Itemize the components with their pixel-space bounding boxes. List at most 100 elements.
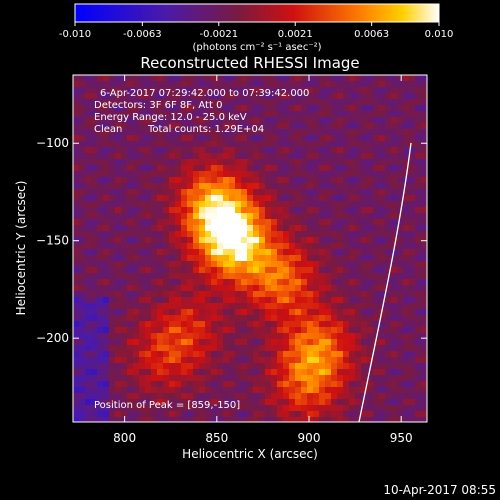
heatmap-cell (265, 81, 271, 87)
heatmap-cell (373, 399, 379, 405)
heatmap-cell (163, 315, 169, 321)
heatmap-cell (313, 141, 319, 147)
heatmap-cell (139, 177, 145, 183)
heatmap-cell (391, 411, 397, 417)
heatmap-cell (403, 111, 409, 117)
heatmap-cell (139, 261, 145, 267)
heatmap-cell (175, 153, 181, 159)
heatmap-cell (205, 81, 211, 87)
heatmap-cell (91, 177, 97, 183)
heatmap-cell (265, 93, 271, 99)
heatmap-cell (337, 321, 343, 327)
heatmap-cell (373, 141, 379, 147)
heatmap-cell (271, 93, 277, 99)
heatmap-cell (361, 183, 367, 189)
heatmap-cell (133, 75, 139, 81)
heatmap-cell (403, 105, 409, 111)
heatmap-cell (91, 375, 97, 381)
heatmap-cell (187, 369, 193, 375)
heatmap-cell (199, 135, 205, 141)
heatmap-cell (181, 117, 187, 123)
heatmap-cell (391, 363, 397, 369)
heatmap-cell (103, 327, 109, 333)
heatmap-cell (73, 207, 79, 213)
heatmap-cell (265, 195, 271, 201)
heatmap-cell (97, 297, 103, 303)
heatmap-cell (271, 273, 277, 279)
heatmap-cell (193, 201, 199, 207)
heatmap-cell (391, 99, 397, 105)
heatmap-cell (421, 135, 427, 141)
heatmap-cell (385, 291, 391, 297)
heatmap-cell (175, 387, 181, 393)
heatmap-cell (409, 291, 415, 297)
heatmap-cell (199, 75, 205, 81)
heatmap-cell (121, 411, 127, 417)
heatmap-cell (85, 231, 91, 237)
heatmap-cell (301, 195, 307, 201)
heatmap-cell (403, 327, 409, 333)
heatmap-cell (301, 375, 307, 381)
heatmap-cell (247, 231, 253, 237)
heatmap-cell (235, 363, 241, 369)
heatmap-cell (139, 219, 145, 225)
heatmap-cell (277, 363, 283, 369)
heatmap-cell (205, 393, 211, 399)
heatmap-cell (241, 135, 247, 141)
heatmap-cell (145, 291, 151, 297)
heatmap-cell (211, 321, 217, 327)
heatmap-cell (319, 171, 325, 177)
heatmap-cell (397, 327, 403, 333)
heatmap-cell (205, 291, 211, 297)
heatmap-cell (343, 159, 349, 165)
heatmap-cell (397, 159, 403, 165)
heatmap-cell (247, 309, 253, 315)
heatmap-cell (145, 417, 151, 422)
heatmap-cell (301, 171, 307, 177)
heatmap-cell (163, 261, 169, 267)
heatmap-cell (127, 135, 133, 141)
heatmap-cell (391, 267, 397, 273)
heatmap-cell (241, 363, 247, 369)
heatmap-cell (205, 93, 211, 99)
heatmap-cell (217, 249, 223, 255)
heatmap-cell (355, 309, 361, 315)
heatmap-cell (79, 243, 85, 249)
heatmap-cell (385, 315, 391, 321)
heatmap-cell (259, 201, 265, 207)
heatmap-cell (169, 285, 175, 291)
heatmap-cell (223, 261, 229, 267)
heatmap-cell (133, 261, 139, 267)
heatmap-cell (271, 357, 277, 363)
heatmap-cell (343, 375, 349, 381)
heatmap-cell (145, 333, 151, 339)
heatmap-cell (337, 129, 343, 135)
heatmap-cell (91, 285, 97, 291)
heatmap-cell (151, 243, 157, 249)
heatmap-cell (247, 297, 253, 303)
heatmap-cell (103, 273, 109, 279)
heatmap-cell (211, 243, 217, 249)
heatmap-cell (397, 369, 403, 375)
heatmap-cell (319, 297, 325, 303)
heatmap-cell (133, 81, 139, 87)
heatmap-cell (361, 345, 367, 351)
heatmap-cell (187, 159, 193, 165)
heatmap-cell (415, 315, 421, 321)
heatmap-cell (307, 375, 313, 381)
heatmap-cell (355, 375, 361, 381)
heatmap-cell (277, 357, 283, 363)
heatmap-cell (133, 321, 139, 327)
heatmap-cell (325, 249, 331, 255)
heatmap-cell (391, 255, 397, 261)
heatmap-cell (367, 159, 373, 165)
heatmap-cell (313, 375, 319, 381)
heatmap-cell (355, 75, 361, 81)
heatmap-cell (211, 273, 217, 279)
heatmap-cell (331, 387, 337, 393)
heatmap-cell (199, 315, 205, 321)
heatmap-cell (109, 195, 115, 201)
heatmap-cell (187, 117, 193, 123)
heatmap-cell (133, 141, 139, 147)
heatmap-cell (79, 111, 85, 117)
